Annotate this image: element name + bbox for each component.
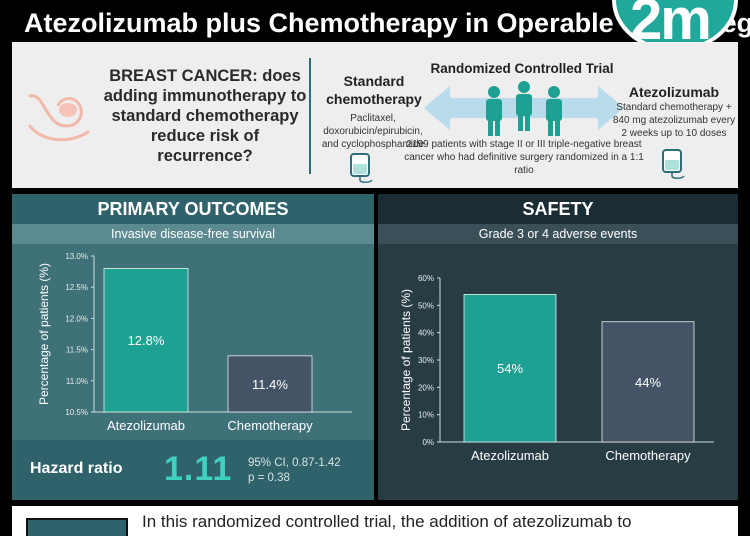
confidence-interval: 95% CI, 0.87-1.42 xyxy=(248,457,341,469)
logo-text: 2m xyxy=(630,0,712,42)
bar-chemotherapy xyxy=(227,355,313,413)
conclusion-bar: In this randomized controlled trial, the… xyxy=(12,506,738,536)
x-category-label: Chemotherapy xyxy=(227,418,313,433)
hazard-ratio-label: Hazard ratio xyxy=(30,460,123,477)
y-tick-label: 10% xyxy=(418,411,434,420)
breast-ribbon-icon xyxy=(28,94,90,142)
iv-bag-icon xyxy=(662,149,685,179)
x-category-label: Atezolizumab xyxy=(471,448,549,463)
adverse-events-chart-area: Percentage of patients (%) 0% 10% 20% 30% 40%… xyxy=(378,244,738,500)
y-tick-label: 12.5% xyxy=(65,283,88,292)
standard-arm-title: Standard chemotherapy xyxy=(326,73,422,107)
bar-value-label: 12.8% xyxy=(128,333,165,348)
conclusion-icon xyxy=(26,518,128,536)
y-tick-label: 11.5% xyxy=(66,346,88,355)
bar-atezolizumab xyxy=(103,268,189,413)
hazard-ratio-value: 1.11 xyxy=(164,450,233,488)
bar-value-label: 44% xyxy=(635,375,661,390)
iv-bag-icon xyxy=(350,153,373,183)
primary-outcomes-heading: PRIMARY OUTCOMES xyxy=(97,199,289,219)
rct-title: Randomized Controlled Trial xyxy=(430,61,614,76)
y-axis-label: Percentage of patients (%) xyxy=(37,263,51,405)
adverse-events-bar-chart: Percentage of patients (%) 0% 10% 20% 30% 40%… xyxy=(399,274,714,463)
hazard-ratio-row: Hazard ratio 1.11 95% CI, 0.87-1.42 p = … xyxy=(12,440,374,500)
brand-logo: 2m xyxy=(612,0,738,42)
y-tick-label: 13.0% xyxy=(65,252,88,261)
y-tick-label: 11.0% xyxy=(66,377,88,386)
patients-arrow-icon xyxy=(424,81,624,136)
trial-panel: BREAST CANCER: does adding immunotherapy… xyxy=(12,42,738,188)
safety-heading: SAFETY xyxy=(522,199,594,219)
atezolizumab-arm-title: Atezolizumab xyxy=(628,84,720,100)
y-axis-label: Percentage of patients (%) xyxy=(399,289,413,431)
safety-subheading: Grade 3 or 4 adverse events xyxy=(378,224,738,244)
y-tick-label: 20% xyxy=(418,383,434,392)
bar-value-label: 54% xyxy=(497,361,523,376)
header-bar: Atezolizumab plus Chemotherapy in Operab… xyxy=(0,0,750,42)
dfs-bar-chart: Percentage of patients (%) 10.5% 11.0% 11.5… xyxy=(37,252,352,433)
research-question: BREAST CANCER: does adding immunotherapy… xyxy=(103,67,307,165)
standard-arm-description: Paclitaxel, doxorubicin/epirubicin, and … xyxy=(321,113,425,150)
x-category-label: Chemotherapy xyxy=(605,448,691,463)
divider xyxy=(309,58,311,174)
y-tick-label: 30% xyxy=(418,356,434,365)
y-tick-label: 50% xyxy=(418,301,434,310)
x-category-label: Atezolizumab xyxy=(107,418,185,433)
bar-chemotherapy xyxy=(601,321,695,443)
safety-panel: SAFETY Grade 3 or 4 adverse events Perce… xyxy=(378,194,738,500)
primary-outcomes-subheading: Invasive disease-free survival xyxy=(12,224,374,244)
bar-value-label: 11.4% xyxy=(252,377,288,392)
bar-atezolizumab xyxy=(463,294,557,443)
conclusion-text: In this randomized controlled trial, the… xyxy=(142,512,632,531)
y-tick-label: 12.0% xyxy=(65,314,88,323)
primary-outcomes-panel: PRIMARY OUTCOMES Invasive disease-free s… xyxy=(12,194,374,500)
y-tick-label: 10.5% xyxy=(65,408,88,417)
rct-description: 2199 patients with stage II or III tripl… xyxy=(404,139,644,176)
atezolizumab-arm-description: Standard chemotherapy + 840 mg atezolizu… xyxy=(612,102,736,139)
y-tick-label: 60% xyxy=(418,274,434,283)
p-value: p = 0.38 xyxy=(248,472,290,484)
y-tick-label: 0% xyxy=(422,438,434,447)
y-tick-label: 40% xyxy=(418,329,434,338)
hazard-ratio-ci: 95% CI, 0.87-1.42 p = 0.38 xyxy=(248,456,341,486)
dfs-chart-area: Percentage of patients (%) 10.5% 11.0% 11.5… xyxy=(12,244,374,440)
